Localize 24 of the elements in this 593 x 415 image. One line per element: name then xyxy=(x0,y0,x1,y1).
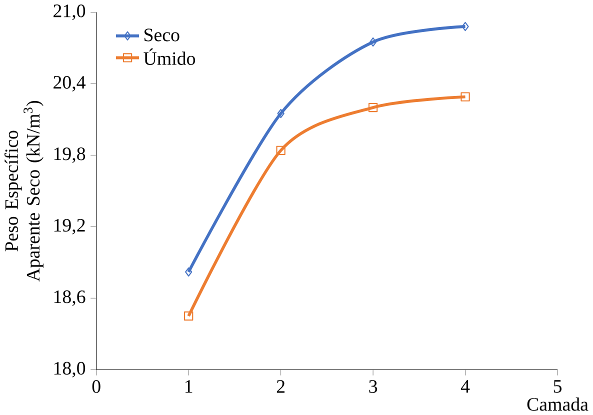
y-tick-label: 18,0 xyxy=(54,362,86,378)
y-tick-label: 19,8 xyxy=(54,147,86,163)
x-tick-label: 2 xyxy=(276,380,284,393)
y-tick-label: 18,6 xyxy=(54,290,86,306)
legend-label: Úmido xyxy=(144,48,196,65)
x-axis-title: Camada xyxy=(527,397,588,411)
y-axis-title: Peso Específico Aparente Seco (kN/m$^{3}$) xyxy=(4,100,44,282)
y-tick-label: 20,4 xyxy=(54,76,86,92)
point xyxy=(368,102,378,112)
point xyxy=(462,22,469,31)
legend-label: Seco xyxy=(144,28,180,42)
x-tick-label: 5 xyxy=(554,380,562,393)
x-tick-label: 0 xyxy=(92,380,100,393)
point xyxy=(277,108,284,118)
point xyxy=(369,37,377,46)
point xyxy=(460,92,470,102)
point xyxy=(184,311,194,320)
point xyxy=(276,146,286,155)
x-tick-label: 4 xyxy=(460,380,470,392)
y-tick-label: 19,2 xyxy=(54,218,85,234)
x-tick-label: 3 xyxy=(369,380,378,393)
x-tick-label: 1 xyxy=(186,380,192,393)
point xyxy=(185,267,192,276)
y-tick-label: 21,0 xyxy=(54,4,86,20)
